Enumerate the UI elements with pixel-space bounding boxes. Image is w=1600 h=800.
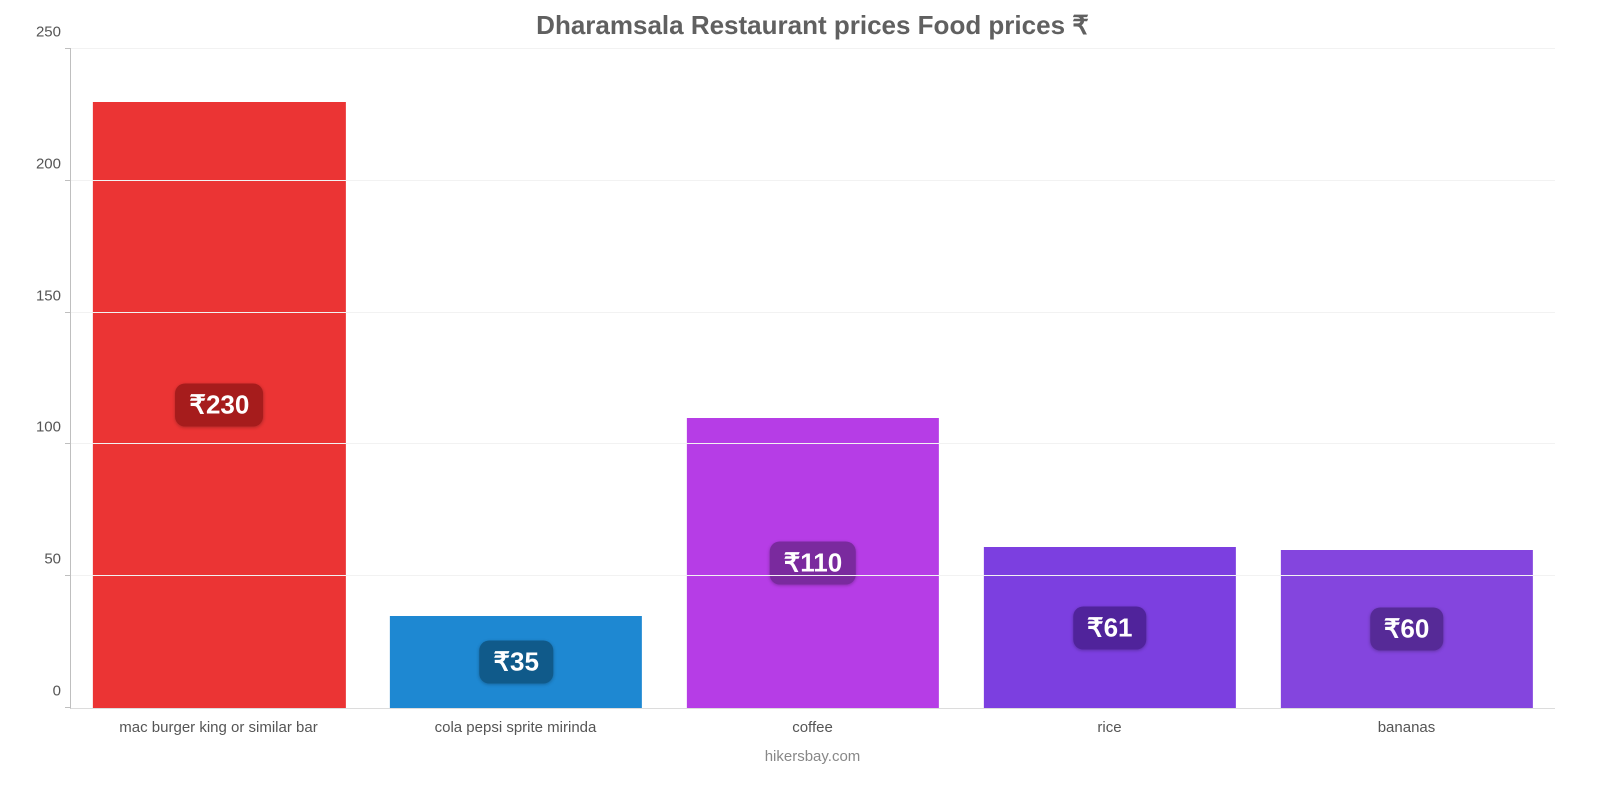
x-axis-labels: mac burger king or similar barcola pepsi…	[70, 719, 1555, 736]
y-tick-label: 200	[36, 155, 61, 172]
value-badge: ₹61	[1073, 606, 1146, 649]
gridline	[71, 180, 1555, 181]
value-badge: ₹35	[479, 640, 552, 683]
value-badge: ₹110	[770, 542, 857, 585]
value-badge: ₹60	[1370, 607, 1443, 650]
gridline	[71, 48, 1555, 49]
x-axis-label: mac burger king or similar bar	[70, 719, 367, 736]
x-axis-label: coffee	[664, 719, 961, 736]
y-tick-mark	[65, 707, 71, 708]
gridline	[71, 312, 1555, 313]
y-tick-label: 50	[44, 551, 61, 568]
y-tick-label: 100	[36, 419, 61, 436]
y-tick-mark	[65, 180, 71, 181]
chart-container: Dharamsala Restaurant prices Food prices…	[0, 0, 1600, 800]
plot-area: ₹230₹35₹110₹61₹60 050100150200250	[70, 49, 1555, 709]
y-tick-label: 0	[53, 683, 61, 700]
bar-slot: ₹230	[71, 49, 368, 708]
bar-slot: ₹60	[1258, 49, 1555, 708]
y-tick-mark	[65, 312, 71, 313]
y-tick-label: 150	[36, 287, 61, 304]
y-tick-label: 250	[36, 24, 61, 41]
y-tick-mark	[65, 48, 71, 49]
x-axis-label: cola pepsi sprite mirinda	[367, 719, 664, 736]
x-axis-label: rice	[961, 719, 1258, 736]
bar-slot: ₹35	[368, 49, 665, 708]
chart-title: Dharamsala Restaurant prices Food prices…	[70, 0, 1555, 49]
y-tick-mark	[65, 575, 71, 576]
y-tick-mark	[65, 443, 71, 444]
x-axis-label: bananas	[1258, 719, 1555, 736]
bar-slot: ₹110	[665, 49, 962, 708]
value-badge: ₹230	[175, 383, 263, 426]
bars-row: ₹230 ₹35 ₹110 ₹61 ₹60	[71, 49, 1555, 708]
attribution-text: hikersbay.com	[70, 748, 1555, 765]
gridline	[71, 443, 1555, 444]
bar-slot: ₹61	[961, 49, 1258, 708]
gridline	[71, 575, 1555, 576]
